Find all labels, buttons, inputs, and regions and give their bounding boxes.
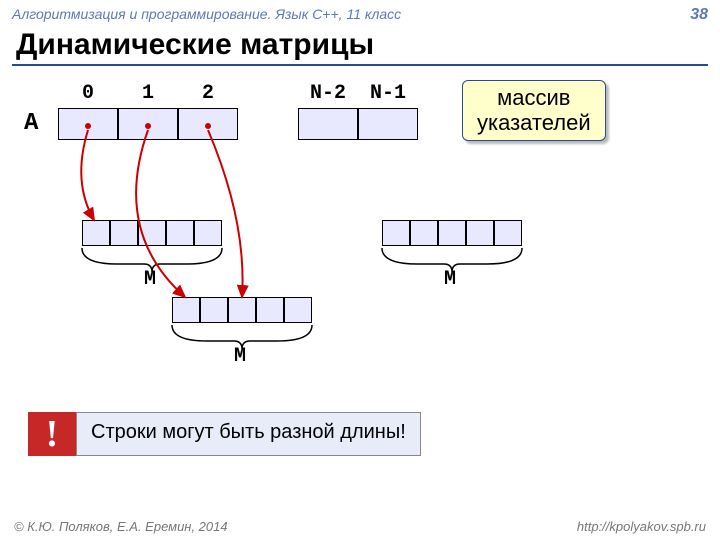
brace-label: M: [444, 268, 456, 291]
note-text: Строки могут быть разной длины!: [76, 412, 421, 456]
slide-title: Динамические матрицы: [16, 28, 704, 62]
data-cell: [166, 220, 194, 246]
data-cell: [410, 220, 438, 246]
title-rule: [12, 64, 708, 66]
pointer-cell: [298, 108, 358, 140]
note-box: ! Строки могут быть разной длины!: [28, 412, 421, 456]
header-course: Алгоритмизация и программирование. Язык …: [12, 6, 401, 24]
data-cell: [228, 297, 256, 323]
callout-line2: указателей: [477, 110, 591, 135]
slide-header: Алгоритмизация и программирование. Язык …: [0, 0, 720, 26]
footer-url: http://kpolyakov.spb.ru: [577, 519, 706, 534]
data-cell: [438, 220, 466, 246]
array-label: A: [24, 110, 38, 137]
data-cell: [256, 297, 284, 323]
exclamation-icon: !: [28, 412, 76, 456]
data-cell: [284, 297, 312, 323]
brace-label: M: [234, 345, 246, 368]
data-cell: [172, 297, 200, 323]
index-label: 2: [178, 82, 238, 105]
footer-copyright: © К.Ю. Поляков, Е.А. Еремин, 2014: [14, 519, 228, 534]
data-cell: [494, 220, 522, 246]
matrix-diagram: A массив указателей 012 N-2N-1 M M M: [12, 72, 708, 422]
data-cell: [466, 220, 494, 246]
data-cell: [200, 297, 228, 323]
index-label: N-1: [358, 82, 418, 105]
slide-footer: © К.Ю. Поляков, Е.А. Еремин, 2014 http:/…: [0, 519, 720, 534]
index-label: N-2: [298, 82, 358, 105]
callout-line1: массив: [477, 85, 591, 110]
data-cell: [138, 220, 166, 246]
pointer-cell: [358, 108, 418, 140]
callout-pointer-array: массив указателей: [462, 80, 606, 141]
data-cell: [194, 220, 222, 246]
data-cell: [382, 220, 410, 246]
data-cell: [110, 220, 138, 246]
header-page: 38: [690, 6, 708, 24]
pointer-dot: [85, 123, 91, 129]
brace-label: M: [144, 268, 156, 291]
index-label: 1: [118, 82, 178, 105]
pointer-dot: [145, 123, 151, 129]
pointer-dot: [205, 123, 211, 129]
data-cell: [82, 220, 110, 246]
index-label: 0: [58, 82, 118, 105]
